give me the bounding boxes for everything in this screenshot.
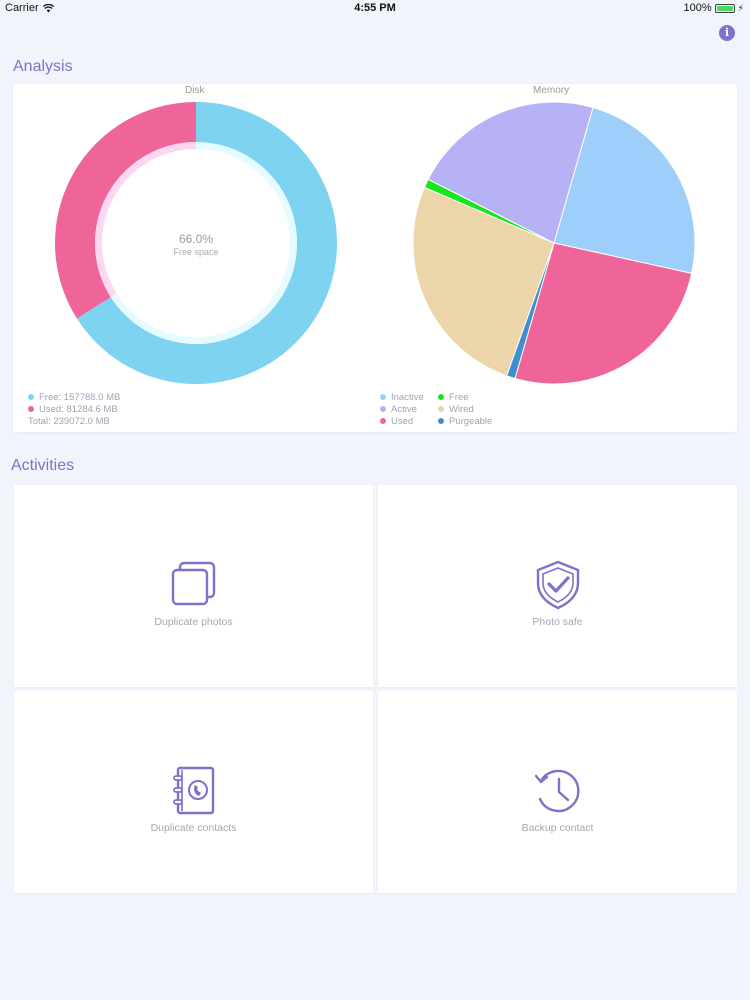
legend-item-inactive: Inactive xyxy=(380,391,424,403)
legend-label: Free: 157788.0 MB xyxy=(39,391,121,403)
status-bar: Carrier 4:55 PM 100% ⚡ xyxy=(0,0,750,16)
legend-dot xyxy=(438,394,444,400)
disk-slice-used xyxy=(55,102,197,319)
legend-dot xyxy=(380,406,386,412)
battery-icon xyxy=(714,3,735,13)
activities-title: Activities xyxy=(11,457,75,474)
disk-slice-free xyxy=(76,102,337,384)
memory-slice-wired xyxy=(412,186,555,377)
duplicate-photos-tile[interactable]: Duplicate photos xyxy=(14,485,373,687)
status-time: 4:55 PM xyxy=(354,2,396,14)
tile-label: Backup contact xyxy=(521,822,594,834)
memory-pie-chart xyxy=(412,101,696,385)
photo-safe-tile[interactable]: Photo safe xyxy=(378,485,737,687)
legend-label: Active xyxy=(391,403,417,415)
info-icon[interactable]: i xyxy=(719,25,735,41)
legend-item-free: Free: 157788.0 MB xyxy=(28,391,120,403)
disk-free-percent: 66.0% xyxy=(178,232,214,246)
disk-legend: Free: 157788.0 MB Used: 81284.6 MB Total… xyxy=(28,391,120,427)
legend-label: Used xyxy=(391,415,414,427)
memory-slice-used xyxy=(514,242,693,385)
legend-total: Total: 239072.0 MB xyxy=(28,415,120,427)
status-bar-left: Carrier xyxy=(5,2,54,14)
legend-label: Purgeable xyxy=(449,415,493,427)
legend-label: Free xyxy=(449,391,469,403)
legend-label: Used: 81284.6 MB xyxy=(39,403,118,415)
wifi-icon xyxy=(42,3,54,12)
memory-legend-col-1: Inactive Active Used xyxy=(380,391,424,427)
charging-icon: ⚡ xyxy=(737,2,744,13)
legend-item-free: Free xyxy=(438,391,492,403)
backup-contact-tile[interactable]: Backup contact xyxy=(378,691,737,893)
memory-slice-inactive xyxy=(553,106,696,274)
contacts-book-icon xyxy=(173,766,215,815)
memory-slice-active xyxy=(427,101,594,244)
tile-label: Duplicate photos xyxy=(154,616,233,628)
disk-total-label: Total: 239072.0 MB xyxy=(28,415,110,427)
duplicate-contacts-tile[interactable]: Duplicate contacts xyxy=(14,691,373,893)
disk-inner-ring-used xyxy=(95,142,196,298)
legend-dot xyxy=(380,394,386,400)
legend-item-active: Active xyxy=(380,403,424,415)
analysis-title: Analysis xyxy=(13,58,73,75)
status-bar-right: 100% ⚡ xyxy=(684,2,744,14)
tile-label: Duplicate contacts xyxy=(150,822,237,834)
battery-percent: 100% xyxy=(683,2,712,14)
carrier-label: Carrier xyxy=(5,2,39,14)
tile-label: Photo safe xyxy=(532,616,583,628)
duplicate-photos-icon xyxy=(171,561,216,606)
legend-label: Wired xyxy=(449,403,474,415)
history-clock-icon xyxy=(534,769,580,813)
disk-donut-chart xyxy=(55,102,337,384)
shield-check-icon xyxy=(536,560,580,610)
analysis-card: Disk Memory 66.0% Free space Free: 15778… xyxy=(13,84,737,432)
legend-item-used: Used: 81284.6 MB xyxy=(28,403,120,415)
legend-item-wired: Wired xyxy=(438,403,492,415)
disk-free-label: Free space xyxy=(173,247,219,257)
legend-dot xyxy=(438,406,444,412)
legend-dot xyxy=(380,418,386,424)
disk-center-text: 66.0% Free space xyxy=(154,232,238,257)
disk-chart-title: Disk xyxy=(185,85,205,96)
memory-legend-col-2: Free Wired Purgeable xyxy=(438,391,492,427)
legend-dot xyxy=(28,394,34,400)
legend-label: Inactive xyxy=(391,391,424,403)
memory-chart-title: Memory xyxy=(533,85,570,96)
legend-dot xyxy=(28,406,34,412)
legend-item-purgeable: Purgeable xyxy=(438,415,492,427)
legend-item-used: Used xyxy=(380,415,424,427)
legend-dot xyxy=(438,418,444,424)
